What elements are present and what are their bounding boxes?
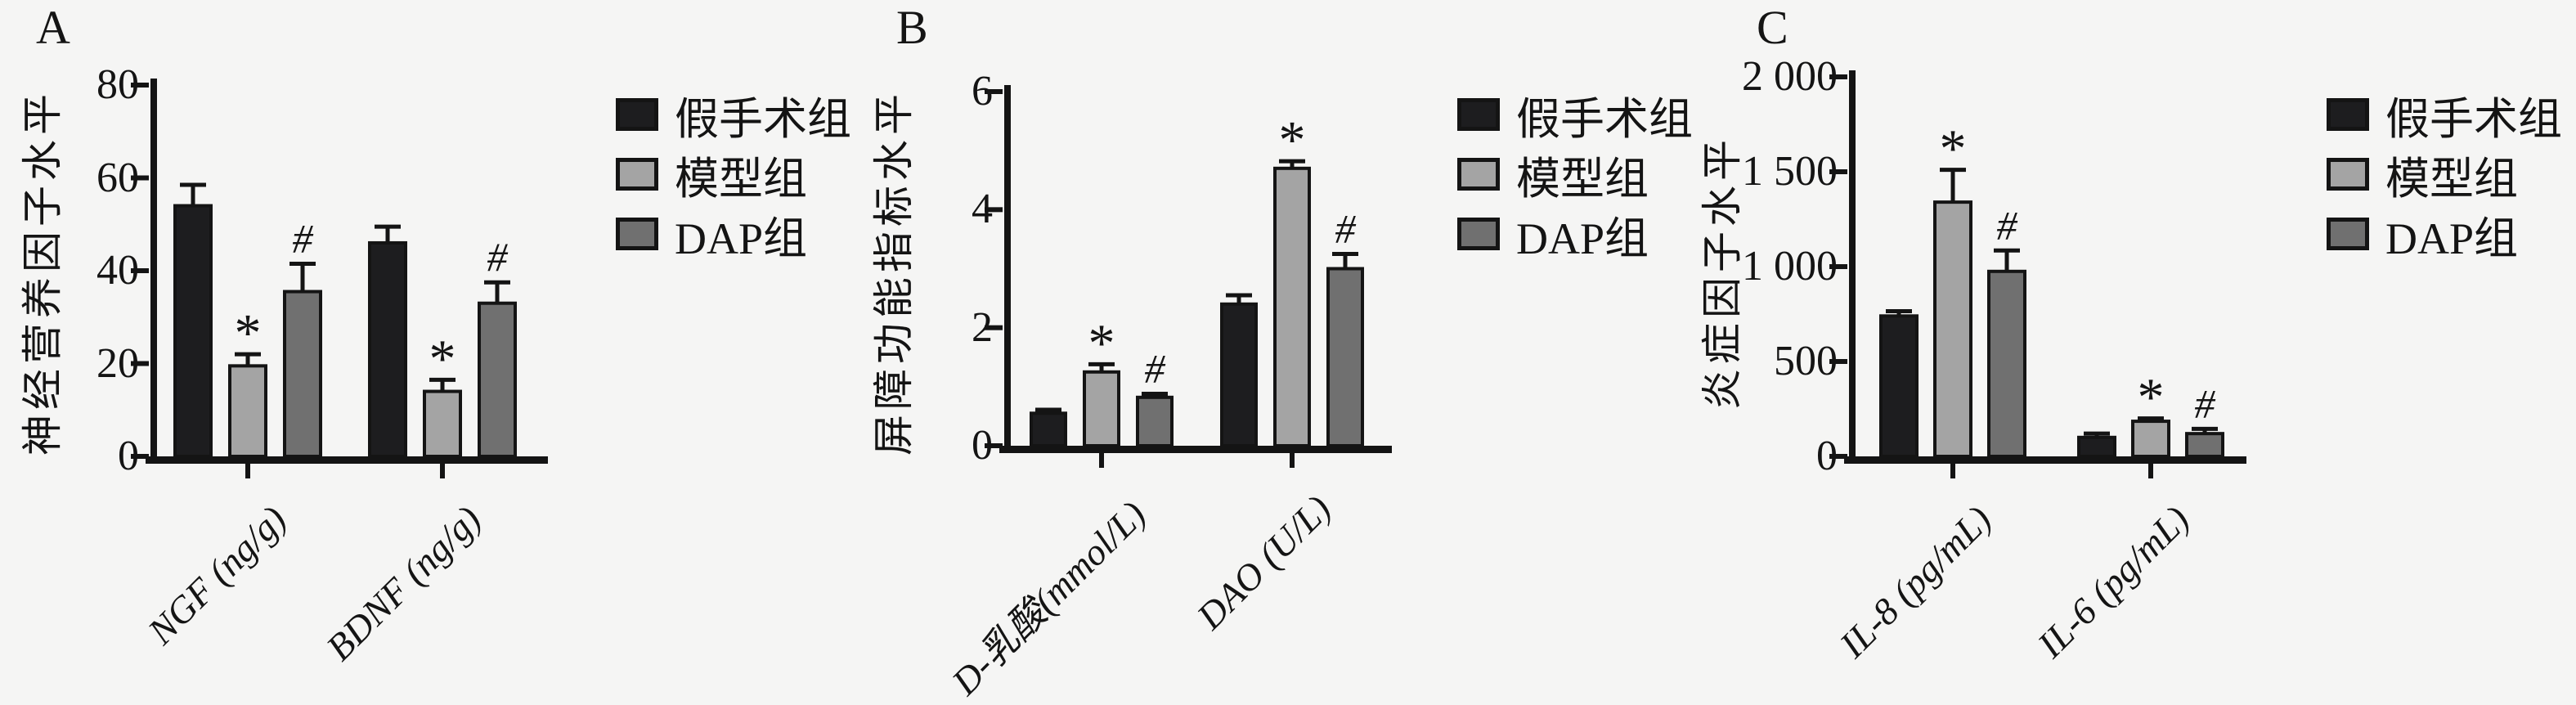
y-tick-mark bbox=[131, 454, 149, 459]
y-tick-mark bbox=[1829, 74, 1847, 79]
y-axis-line bbox=[150, 79, 157, 460]
y-tick-mark bbox=[985, 89, 1003, 94]
bar bbox=[1326, 267, 1364, 447]
significance-marker: * bbox=[2138, 368, 2165, 428]
y-tick-mark bbox=[985, 443, 1003, 448]
bar bbox=[1030, 411, 1067, 447]
significance-marker: * bbox=[1088, 313, 1115, 373]
y-axis-line bbox=[1004, 85, 1011, 449]
bar bbox=[1879, 314, 1919, 458]
x-tick-mark bbox=[2148, 464, 2153, 478]
x-axis-line bbox=[999, 446, 1392, 453]
y-tick-mark bbox=[1829, 169, 1847, 174]
x-axis-line bbox=[146, 456, 548, 464]
y-tick-mark bbox=[131, 361, 149, 366]
bar bbox=[2185, 432, 2224, 458]
bar bbox=[1987, 269, 2026, 458]
significance-marker: # bbox=[2195, 380, 2216, 426]
y-axis-line bbox=[1849, 70, 1856, 460]
bar bbox=[478, 301, 517, 458]
significance-marker: # bbox=[1145, 345, 1166, 391]
bar bbox=[1136, 395, 1174, 447]
y-tick-mark bbox=[131, 83, 149, 88]
bar bbox=[423, 389, 462, 458]
bar bbox=[1933, 200, 1972, 458]
x-tick-mark bbox=[440, 464, 445, 478]
bar bbox=[1083, 370, 1120, 447]
significance-marker: * bbox=[429, 329, 456, 388]
significance-marker: * bbox=[1940, 119, 1967, 179]
y-tick-mark bbox=[985, 325, 1003, 330]
x-tick-mark bbox=[1950, 464, 1955, 478]
bar bbox=[283, 290, 322, 458]
bar bbox=[368, 240, 407, 458]
y-tick-mark bbox=[1829, 264, 1847, 269]
y-tick-mark bbox=[131, 175, 149, 181]
significance-marker: * bbox=[235, 303, 262, 363]
y-tick-mark bbox=[1829, 454, 1847, 459]
significance-marker: # bbox=[1335, 205, 1357, 251]
y-tick-mark bbox=[131, 268, 149, 273]
significance-marker: # bbox=[487, 234, 509, 280]
significance-marker: * bbox=[1279, 110, 1306, 170]
significance-marker: # bbox=[1997, 202, 2018, 248]
significance-marker: # bbox=[293, 215, 314, 261]
x-axis-line bbox=[1844, 456, 2246, 464]
x-tick-mark bbox=[245, 464, 250, 478]
x-tick-mark bbox=[1099, 453, 1104, 468]
y-tick-mark bbox=[985, 207, 1003, 213]
bar bbox=[1273, 166, 1311, 447]
x-tick-mark bbox=[1290, 453, 1295, 468]
y-tick-mark bbox=[1829, 359, 1847, 364]
bar bbox=[2077, 435, 2116, 458]
bar bbox=[173, 204, 213, 459]
bar bbox=[1220, 302, 1258, 447]
bar bbox=[228, 364, 267, 458]
